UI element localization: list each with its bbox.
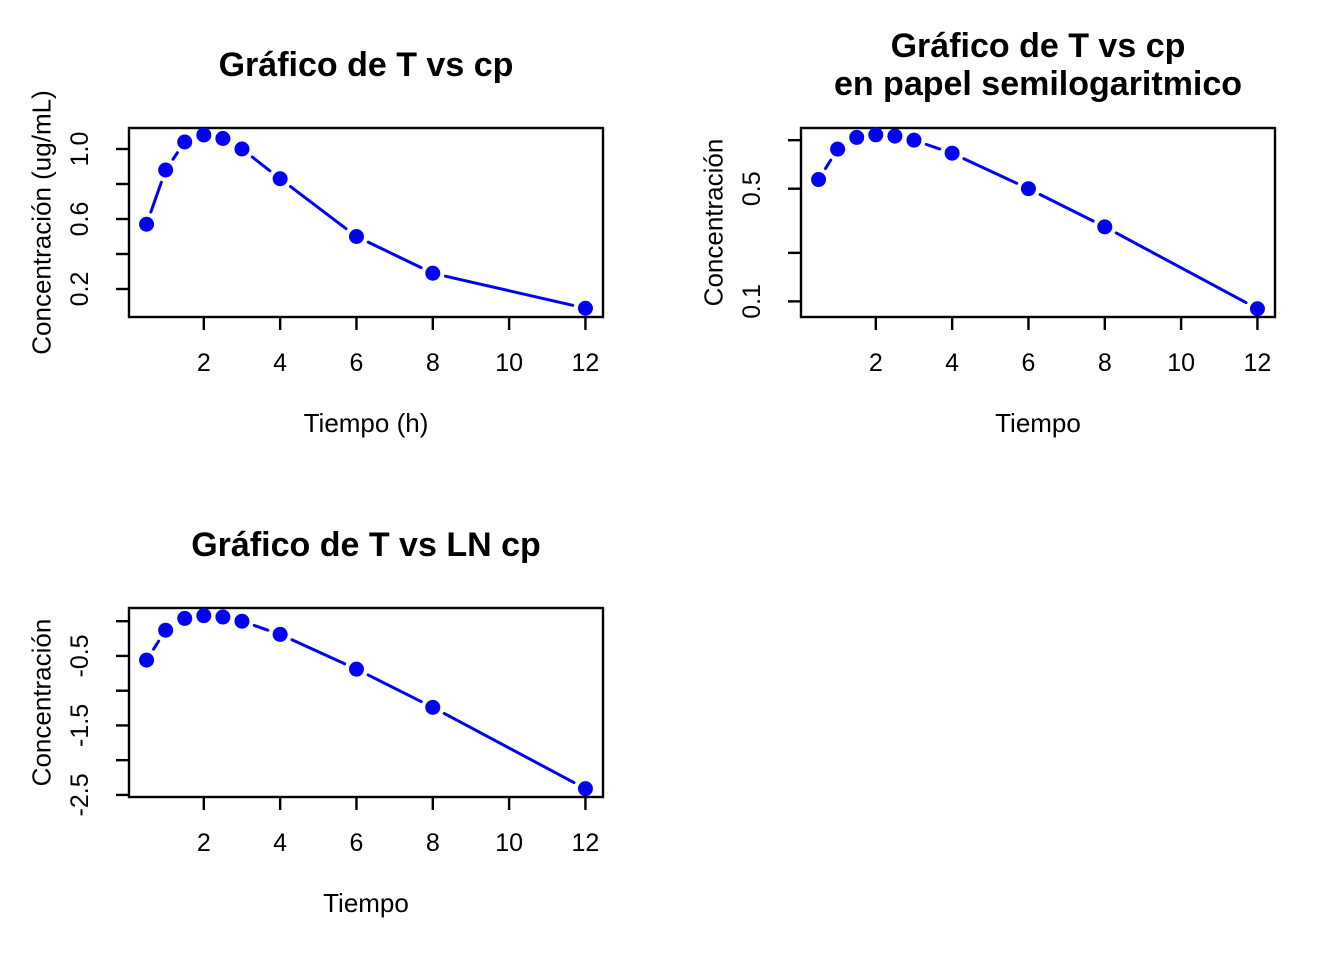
data-point: [811, 172, 827, 188]
data-point: [139, 652, 155, 668]
chart-t-vs-cp-semilog: 2 4 6 8 10 12 0.1 0.5 Gráfico de T vs cp en pap…: [672, 0, 1344, 480]
data-point: [272, 626, 288, 642]
data-point: [215, 609, 231, 625]
y-tick-label: 0.1: [738, 284, 766, 319]
series-segment: [1114, 231, 1248, 305]
x-tick-label: 2: [197, 349, 211, 377]
data-point: [177, 134, 193, 150]
x-axis-label: Tiempo: [995, 408, 1081, 438]
plot-box: [127, 126, 605, 319]
chart-t-vs-ln-cp: 2 4 6 8 10 12 -2.5 -1.5 -0.5 Gráfico de T vs LN …: [0, 480, 672, 960]
series-segment: [149, 180, 163, 214]
y-tick-label: -1.5: [66, 704, 94, 747]
data-point: [1020, 181, 1036, 197]
x-tick-label: 10: [1167, 349, 1195, 377]
series-segment: [442, 711, 576, 785]
series-segment: [823, 158, 833, 171]
series-segment: [443, 274, 575, 307]
x-tick-label: 12: [572, 349, 600, 377]
x-tick-label: 12: [1244, 349, 1272, 377]
data-point: [139, 216, 155, 232]
series-segment: [250, 155, 272, 173]
x-tick-label: 8: [426, 829, 440, 857]
data-point: [196, 608, 212, 624]
x-tick-label: 2: [197, 829, 211, 857]
data-point: [1097, 219, 1113, 235]
series-segment: [288, 185, 348, 231]
chart-t-vs-cp: 2 4 6 8 10 12 0.2 0.6 1.0 Gráfico de T vs cp Con…: [0, 0, 672, 480]
x-tick-label: 10: [495, 829, 523, 857]
data-point: [868, 127, 884, 143]
x-tick-label: 4: [273, 829, 287, 857]
data-point: [830, 141, 846, 157]
series-segment: [366, 240, 423, 270]
chart-title-line: Gráfico de T vs cp: [890, 27, 1186, 65]
x-tick-label: 10: [495, 349, 523, 377]
data-point: [425, 699, 441, 715]
y-tick-label: 1.0: [66, 132, 94, 167]
y-tick-label: 0.2: [66, 272, 94, 307]
x-axis-label: Tiempo: [323, 888, 409, 918]
data-point: [348, 229, 364, 244]
empty-cell: [672, 480, 1344, 960]
data-point: [234, 141, 250, 157]
data-point: [215, 131, 231, 146]
y-axis-label: Concentración (ug/mL): [26, 90, 57, 355]
x-tick-label: 4: [945, 349, 959, 377]
data-point: [158, 162, 174, 178]
plot-area-linear: 2 4 6 8 10 12 0.2 0.6 1.0: [66, 126, 605, 377]
data-point: [196, 127, 212, 143]
x-tick-label: 12: [572, 829, 600, 857]
series-segment: [252, 623, 270, 632]
data-point: [348, 661, 364, 677]
x-tick-label: 2: [869, 349, 883, 377]
data-point: [234, 613, 250, 629]
series-segment: [152, 639, 161, 651]
data-point: [425, 265, 441, 281]
data-point: [944, 145, 960, 161]
data-point: [158, 622, 174, 638]
x-tick-label: 8: [1098, 349, 1112, 377]
data-point: [577, 781, 593, 797]
series-segment: [1038, 193, 1095, 223]
x-tick-label: 8: [426, 349, 440, 377]
data-point: [1249, 301, 1265, 317]
series-segment: [924, 142, 942, 151]
data-point: [177, 610, 193, 626]
chart-title-line: en papel semilogaritmico: [833, 65, 1243, 103]
y-axis-label: Concentración: [26, 618, 57, 787]
chart-title-line: Gráfico de T vs LN cp: [191, 526, 541, 564]
x-tick-label: 4: [273, 349, 287, 377]
series-segment: [366, 673, 423, 704]
chart-title: Gráfico de T vs LN cp: [129, 504, 603, 586]
y-tick-label: -0.5: [66, 634, 94, 677]
data-point: [577, 300, 593, 316]
data-point: [906, 132, 922, 148]
x-axis-label: Tiempo (h): [303, 408, 429, 438]
chart-title: Gráfico de T vs cp: [129, 24, 603, 106]
x-tick-label: 6: [1022, 349, 1036, 377]
data-point: [272, 171, 288, 187]
y-tick-label: 0.5: [738, 171, 766, 206]
y-axis-label: Concentración: [698, 138, 729, 307]
x-tick-label: 6: [350, 349, 364, 377]
y-tick-label: -2.5: [66, 773, 94, 816]
chart-title: Gráfico de T vs cp en papel semilogaritm…: [801, 24, 1275, 106]
plot-box: [127, 606, 605, 799]
plot-area-ln: 2 4 6 8 10 12 -2.5 -1.5 -0.5: [66, 606, 605, 857]
series-segment: [171, 151, 179, 161]
plot-area-semilog: 2 4 6 8 10 12 0.1 0.5: [738, 126, 1277, 377]
y-tick-label: 0.6: [66, 202, 94, 237]
plot-box: [799, 126, 1277, 319]
data-point: [887, 128, 903, 144]
x-tick-label: 6: [350, 829, 364, 857]
series-segment: [290, 638, 347, 666]
data-point: [849, 129, 865, 145]
chart-title-line: Gráfico de T vs cp: [218, 46, 514, 84]
series-segment: [962, 157, 1019, 185]
